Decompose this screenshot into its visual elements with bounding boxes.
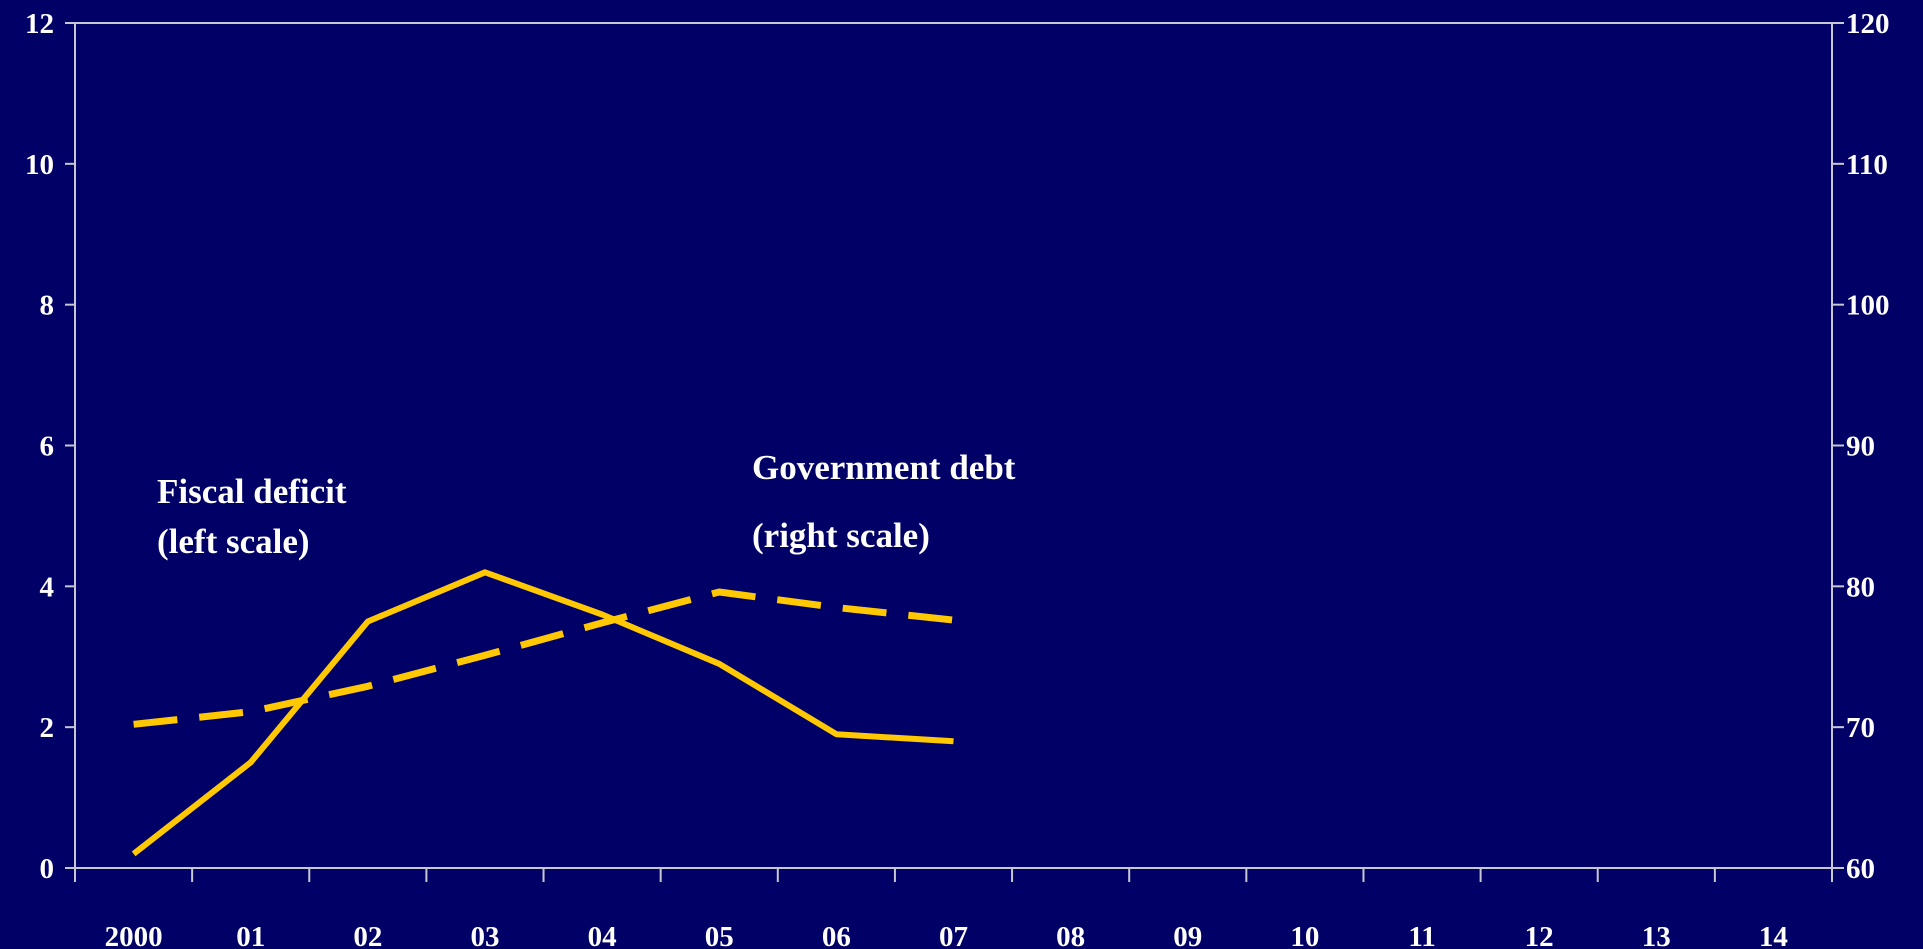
right-axis-tick-label: 70 [1846,712,1875,744]
right-axis-tick-label: 60 [1846,853,1875,885]
right-axis-tick-label: 110 [1846,149,1888,181]
x-axis-tick-label: 07 [939,921,968,949]
right-axis-tick-label: 100 [1846,290,1890,322]
left-axis-tick-label: 10 [25,149,54,181]
government-debt-annotation-line1: Government debt [752,448,1016,487]
left-axis-tick-label: 0 [40,853,55,885]
left-axis-tick-label: 4 [40,571,55,603]
x-axis-tick-label: 05 [705,921,734,949]
fiscal-deficit-line [131,569,954,857]
x-axis-tick-label: 06 [822,921,851,949]
x-axis-tick-label: 01 [236,921,265,949]
x-axis-tick-label: 14 [1759,921,1788,949]
x-axis-tick-label: 10 [1290,921,1319,949]
x-axis-tick-label: 2000 [105,921,163,949]
fiscal-deficit-annotation-line2: (left scale) [157,522,310,561]
x-axis-tick-label: 02 [353,921,382,949]
left-axis-tick-label: 2 [40,712,55,744]
fiscal-deficit-annotation-line1: Fiscal deficit [157,472,347,511]
right-axis-tick-label: 90 [1846,431,1875,463]
series-lines [131,569,954,857]
left-axis-tick-label: 12 [25,8,54,40]
x-axis-tick-label: 11 [1408,921,1435,949]
right-axis-tick-label: 80 [1846,571,1875,603]
government-debt-annotation-line2: (right scale) [752,516,930,555]
x-axis-tick-label: 03 [470,921,499,949]
x-axis-tick-label: 13 [1642,921,1671,949]
annotations: Fiscal deficit (left scale) Government d… [157,448,1016,561]
right-axis-tick-label: 120 [1846,8,1890,40]
government-debt-line [133,588,954,728]
x-axis-tick-label: 12 [1525,921,1554,949]
left-axis-tick-label: 6 [40,431,55,463]
left-axis-tick-label: 8 [40,290,55,322]
x-axis-tick-label: 04 [588,921,617,949]
x-axis-tick-label: 08 [1056,921,1085,949]
x-axis-tick-label: 09 [1173,921,1202,949]
